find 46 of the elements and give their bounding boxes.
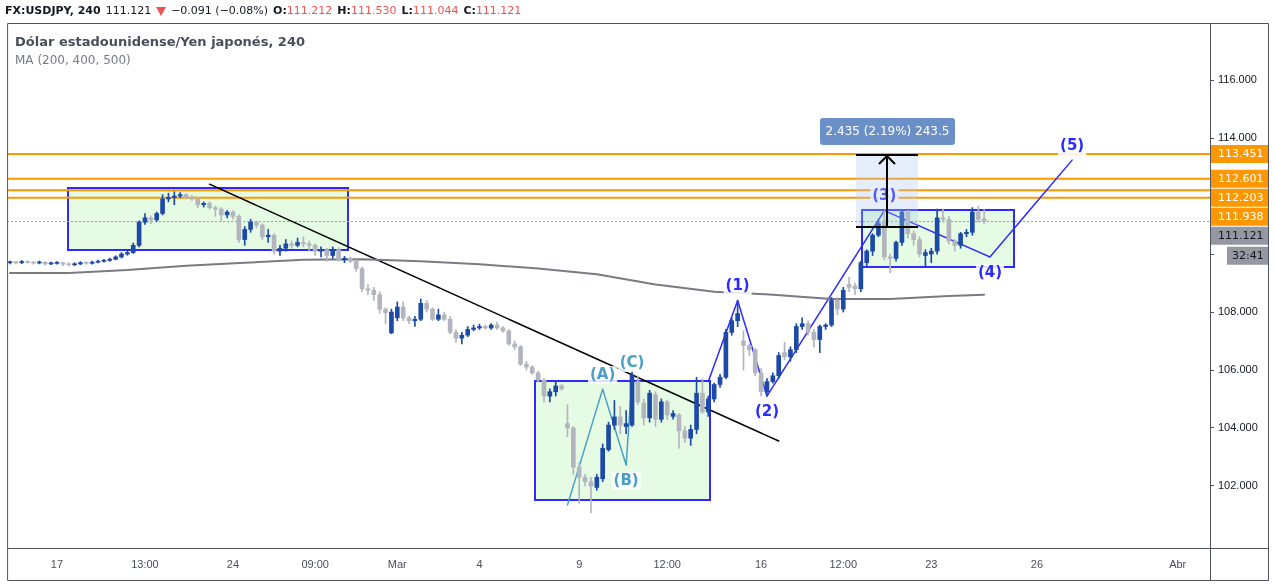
y-tick-label: 102.000 (1218, 478, 1258, 491)
text: Dólar estadounidense/Yen japonés, 240 (15, 34, 306, 49)
ref-line-label: 111.938 (1218, 209, 1264, 223)
y-tick-label: 114.000 (1218, 131, 1257, 144)
annotation: (4) (977, 262, 1003, 281)
text: MA (200, 400, 500) (15, 53, 131, 67)
x-tick-label: 12:00 (653, 557, 681, 570)
candlestick (887, 253, 893, 274)
text: O:111.212 (273, 4, 333, 17)
y-tick-label: 106.000 (1218, 363, 1258, 376)
annotation: (B) (613, 470, 639, 489)
x-tick-label: 09:00 (301, 557, 329, 570)
annotation: (5) (1060, 136, 1085, 155)
ref-line-label: 112.203 (1218, 190, 1264, 204)
text: −0.091 (−0.08%) (171, 4, 269, 17)
y-tick-label: 104.000 (1218, 421, 1258, 434)
text: 111.121 (105, 4, 152, 17)
x-tick-label: 16 (754, 557, 768, 570)
x-tick-label: 4 (476, 557, 483, 570)
x-tick-label: 24 (226, 557, 240, 570)
text: C:111.121 (463, 4, 522, 17)
ref-line-label: 111.121 (1218, 228, 1264, 242)
annotation: (2) (754, 401, 780, 420)
y-tick-label: 108.000 (1218, 305, 1258, 318)
candlestick (265, 229, 271, 243)
y-tick-label: 116.000 (1218, 73, 1257, 86)
x-tick-label: 26 (1030, 557, 1044, 570)
candlestick (623, 410, 629, 435)
x-tick-label: 9 (576, 557, 583, 570)
x-tick-label: Mar (387, 557, 408, 570)
x-tick-label: 13:00 (131, 557, 159, 570)
x-tick-label: 12:00 (829, 557, 858, 570)
text: FX:USDJPY, 240 (5, 4, 101, 17)
x-tick-label: 23 (925, 557, 938, 570)
x-tick-label: Abr (1169, 557, 1187, 570)
text: 32:41 (1232, 248, 1264, 262)
x-tick-label: 17 (50, 557, 64, 570)
text: H:111.530 (337, 4, 397, 17)
annotation: (1) (725, 276, 750, 295)
annotation: (C) (619, 352, 645, 371)
text: L:111.044 (401, 4, 459, 17)
ref-line-label: 112.601 (1218, 171, 1264, 185)
ref-line-label: 113.451 (1218, 146, 1264, 160)
annotation: (A) (590, 365, 616, 384)
annotation: 2.435 (2.19%) 243.5 (820, 118, 955, 145)
candlestick (289, 240, 295, 249)
